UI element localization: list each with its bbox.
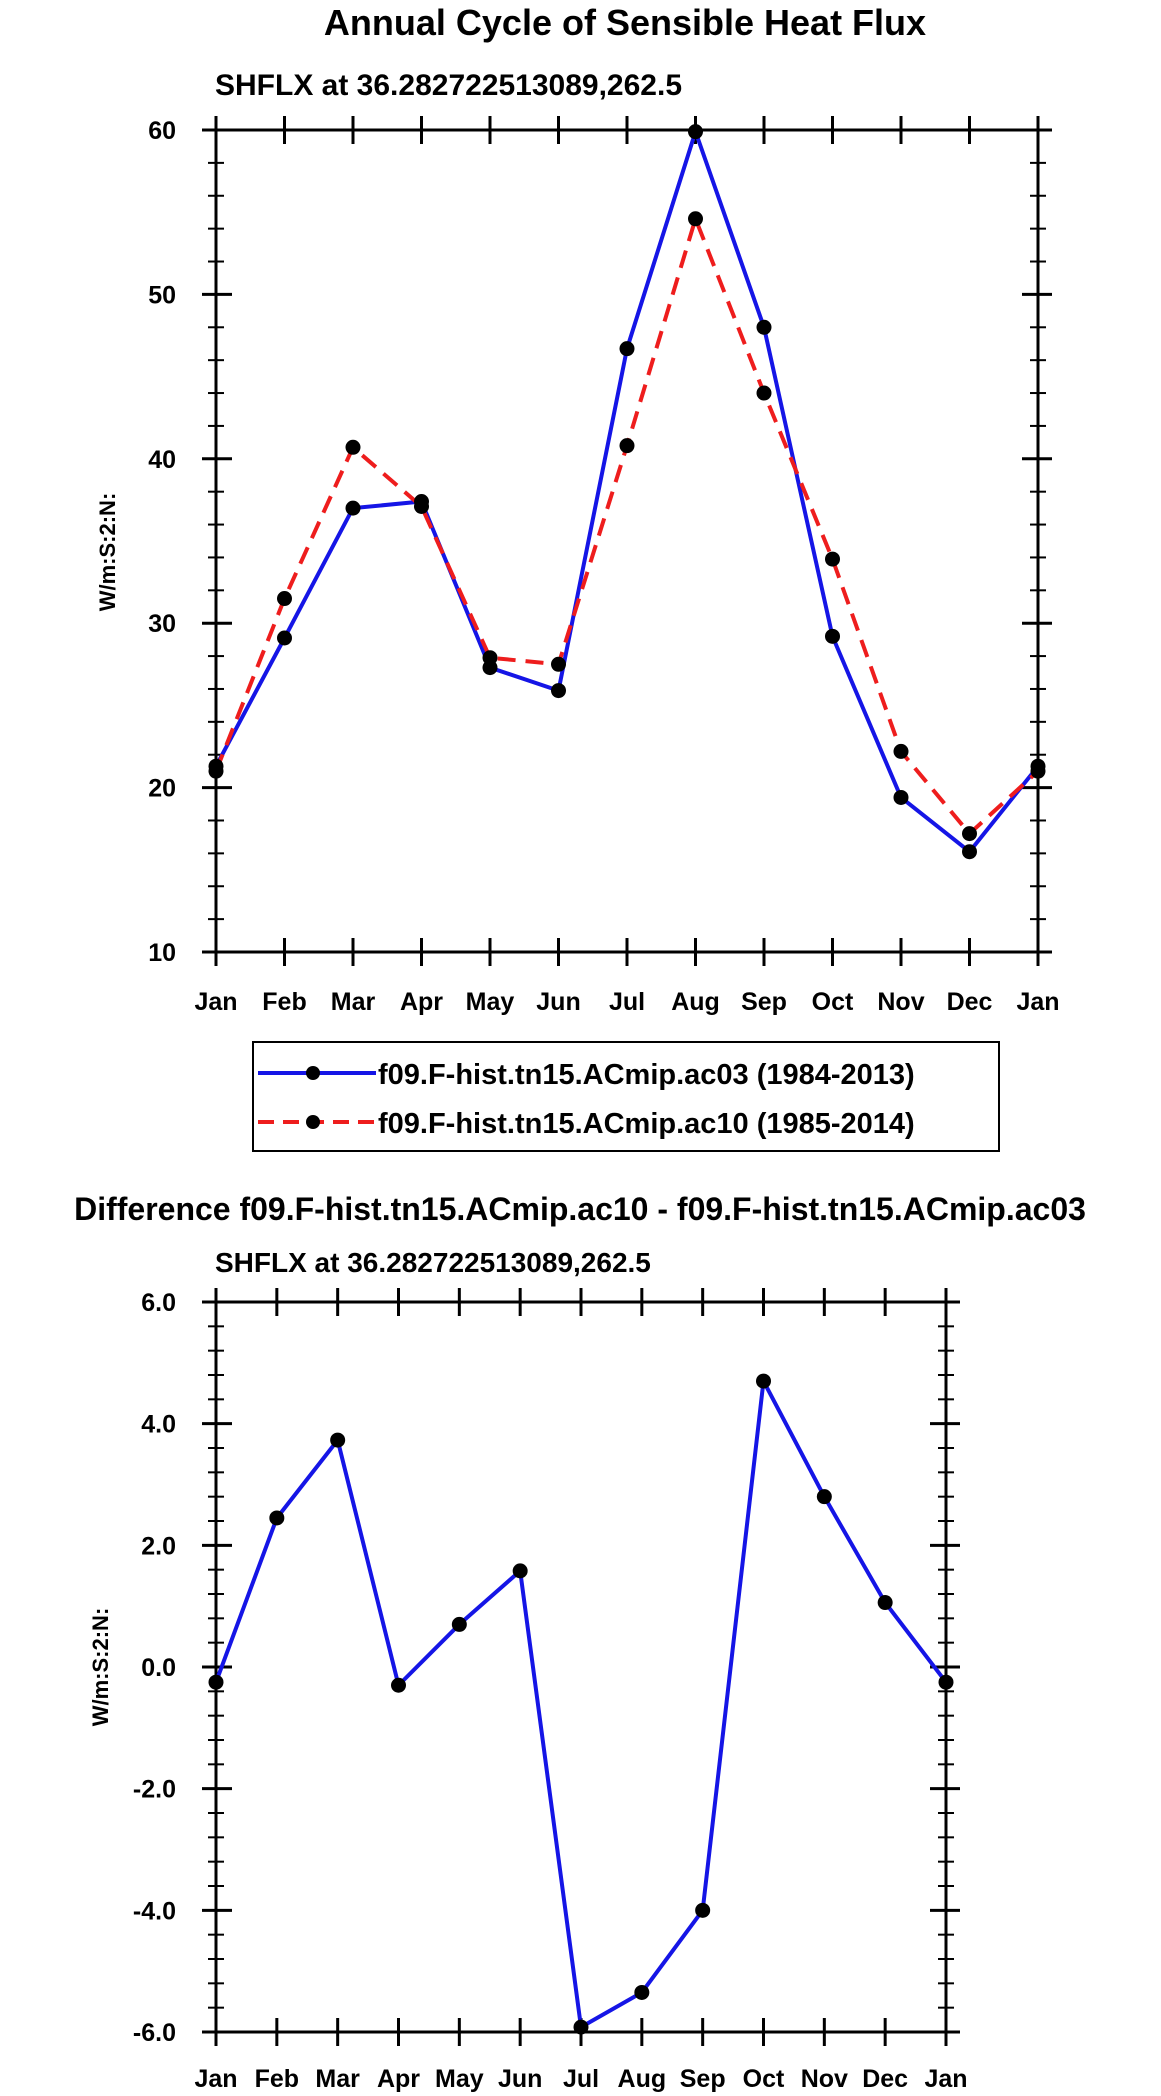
x-tick-label: Aug bbox=[618, 2065, 667, 2093]
series-line-0 bbox=[214, 1379, 948, 2030]
x-tick-label: May bbox=[435, 2065, 484, 2093]
y-tick-label: -2.0 bbox=[133, 1776, 176, 1804]
x-tick-label: Jan bbox=[924, 2065, 967, 2093]
data-point-s0-12 bbox=[938, 1674, 954, 1690]
x-tick-label: Jan bbox=[194, 988, 237, 1016]
data-point-s0-10 bbox=[893, 789, 909, 805]
data-point-s0-6 bbox=[619, 341, 635, 357]
legend-marker-ac03 bbox=[306, 1066, 320, 1080]
y-tick-label: 2.0 bbox=[141, 1532, 176, 1560]
data-point-s0-8 bbox=[756, 319, 772, 335]
x-tick-label: Jul bbox=[609, 988, 645, 1016]
data-point-s0-10 bbox=[816, 1489, 832, 1505]
legend-label-ac03: f09.F-hist.tn15.ACmip.ac03 (1984-2013) bbox=[378, 1059, 915, 1091]
data-point-s0-6 bbox=[573, 2019, 589, 2035]
y-tick-label: 4.0 bbox=[141, 1411, 176, 1439]
data-point-s0-2 bbox=[330, 1432, 346, 1448]
x-tick-label: Nov bbox=[877, 988, 924, 1016]
data-point-s0-8 bbox=[695, 1902, 711, 1918]
data-point-s1-12 bbox=[1030, 763, 1046, 779]
data-point-s0-4 bbox=[451, 1616, 467, 1632]
legend-entry-ac10: f09.F-hist.tn15.ACmip.ac10 (1985-2014) bbox=[258, 1108, 915, 1140]
y-tick-label: 6.0 bbox=[141, 1289, 176, 1317]
y-tick-label: 60 bbox=[148, 117, 176, 145]
data-point-s0-9 bbox=[825, 628, 840, 644]
data-point-s1-0 bbox=[208, 763, 224, 779]
data-point-s0-9 bbox=[756, 1373, 771, 1389]
data-point-s0-11 bbox=[962, 844, 977, 860]
x-tick-label: Oct bbox=[743, 2065, 785, 2093]
figure-title: Annual Cycle of Sensible Heat Flux bbox=[324, 2, 926, 43]
data-point-s1-6 bbox=[619, 438, 635, 454]
data-point-s0-11 bbox=[877, 1595, 893, 1611]
difference-title: Difference f09.F-hist.tn15.ACmip.ac10 - … bbox=[74, 1191, 1086, 1227]
chart2-subtitle: SHFLX at 36.282722513089,262.5 bbox=[215, 1247, 651, 1278]
data-point-s0-0 bbox=[208, 1674, 224, 1690]
x-tick-label: Nov bbox=[801, 2065, 848, 2093]
data-point-s0-1 bbox=[269, 1510, 285, 1526]
data-point-s0-5 bbox=[512, 1563, 528, 1579]
legend: f09.F-hist.tn15.ACmip.ac03 (1984-2013) f… bbox=[252, 1041, 1000, 1152]
legend-label-ac10: f09.F-hist.tn15.ACmip.ac10 (1985-2014) bbox=[378, 1108, 915, 1140]
data-point-s0-1 bbox=[277, 630, 292, 646]
x-tick-label: Oct bbox=[812, 988, 854, 1016]
x-tick-label: Dec bbox=[862, 2065, 908, 2093]
y-tick-label: 40 bbox=[148, 446, 176, 474]
x-tick-label: May bbox=[466, 988, 515, 1016]
data-point-s0-5 bbox=[551, 683, 566, 699]
x-tick-label: Feb bbox=[255, 2065, 299, 2093]
legend-marker-ac10 bbox=[306, 1115, 320, 1129]
data-point-s1-8 bbox=[756, 385, 772, 401]
chart1-plot-frame bbox=[214, 128, 1040, 954]
data-point-s1-7 bbox=[688, 211, 703, 227]
data-point-s1-1 bbox=[277, 591, 292, 607]
x-tick-label: Mar bbox=[315, 2065, 360, 2093]
x-tick-label: Aug bbox=[671, 988, 720, 1016]
legend-box bbox=[252, 1041, 1000, 1152]
x-tick-label: Jun bbox=[536, 988, 580, 1016]
x-tick-label: Dec bbox=[947, 988, 993, 1016]
data-point-s1-3 bbox=[414, 498, 429, 514]
data-point-s0-3 bbox=[391, 1677, 406, 1693]
series-line-0 bbox=[214, 129, 1040, 854]
chart2-plot-frame bbox=[214, 1300, 948, 2034]
y-tick-label: 10 bbox=[148, 939, 176, 967]
x-tick-label: Sep bbox=[741, 988, 787, 1016]
y-tick-label: 0.0 bbox=[141, 1654, 176, 1682]
chart1-ylabel: W/m:S:2:N: bbox=[95, 493, 120, 612]
series-line-1 bbox=[214, 216, 1040, 836]
x-tick-label: Apr bbox=[377, 2065, 420, 2093]
y-tick-label: -4.0 bbox=[133, 1897, 176, 1925]
y-tick-label: 20 bbox=[148, 775, 176, 803]
x-tick-label: Feb bbox=[262, 988, 306, 1016]
legend-entry-ac03: f09.F-hist.tn15.ACmip.ac03 (1984-2013) bbox=[258, 1059, 915, 1091]
x-tick-label: Apr bbox=[400, 988, 443, 1016]
x-tick-label: Jan bbox=[194, 2065, 237, 2093]
data-point-s0-7 bbox=[634, 1984, 650, 2000]
chart1-subtitle: SHFLX at 36.282722513089,262.5 bbox=[215, 69, 682, 102]
data-point-s0-2 bbox=[345, 500, 361, 516]
data-point-s1-4 bbox=[482, 650, 498, 666]
y-tick-label: 50 bbox=[148, 281, 176, 309]
y-tick-label: -6.0 bbox=[133, 2019, 176, 2047]
x-tick-label: Mar bbox=[331, 988, 376, 1016]
x-tick-label: Jan bbox=[1016, 988, 1059, 1016]
annual-cycle-chart: SHFLX at 36.282722513089,262.5 W/m:S:2:N… bbox=[95, 69, 1060, 1016]
chart2-ylabel: W/m:S:2:N: bbox=[88, 1608, 113, 1727]
x-tick-label: Jul bbox=[563, 2065, 599, 2093]
y-tick-label: 30 bbox=[148, 610, 176, 638]
data-point-s1-9 bbox=[825, 551, 840, 567]
difference-chart: SHFLX at 36.282722513089,262.5 W/m:S:2:N… bbox=[88, 1247, 968, 2093]
data-point-s1-10 bbox=[893, 743, 909, 759]
data-point-s1-11 bbox=[962, 826, 977, 842]
data-point-s1-2 bbox=[345, 439, 361, 455]
x-tick-label: Jun bbox=[498, 2065, 542, 2093]
data-point-s1-5 bbox=[551, 656, 566, 672]
x-tick-label: Sep bbox=[680, 2065, 726, 2093]
data-point-s0-7 bbox=[688, 124, 703, 140]
